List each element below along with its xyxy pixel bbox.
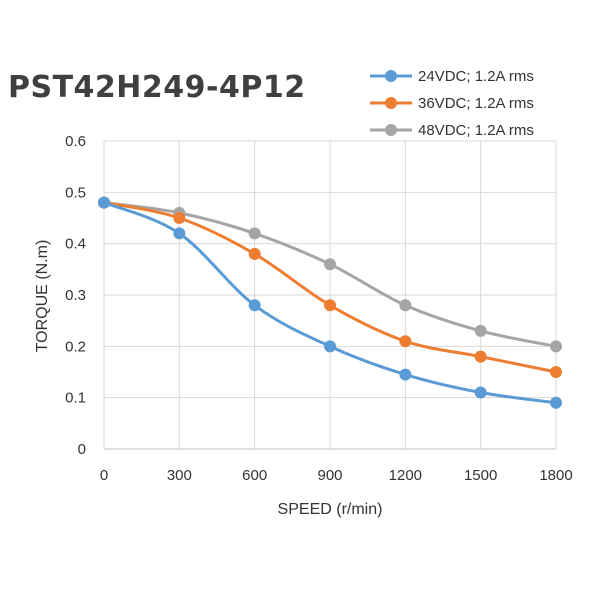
y-tick-label: 0 xyxy=(78,441,86,458)
y-tick-label: 0.2 xyxy=(65,338,86,355)
x-tick-label: 0 xyxy=(100,467,108,484)
legend-label: 36VDC; 1.2A rms xyxy=(418,95,534,112)
data-point xyxy=(173,227,186,240)
chart-title: PST42H249-4P12 xyxy=(8,70,306,105)
grid xyxy=(103,140,557,449)
legend-entry-3: 48VDC; 1.2A rms xyxy=(370,122,534,139)
legend-entry-1: 24VDC; 1.2A rms xyxy=(370,68,534,85)
data-point xyxy=(98,196,110,209)
data-point xyxy=(173,212,186,224)
x-tick-label: 300 xyxy=(167,467,192,484)
data-point xyxy=(399,368,412,381)
x-tick-label: 1800 xyxy=(539,467,572,484)
x-tick-label: 1500 xyxy=(464,467,497,484)
data-point xyxy=(324,299,336,312)
x-tick-label: 900 xyxy=(317,467,342,484)
x-axis-label: SPEED (r/min) xyxy=(278,501,383,518)
legend-marker xyxy=(385,97,397,109)
series-lines xyxy=(98,196,562,409)
legend-label: 24VDC; 1.2A rms xyxy=(418,68,534,85)
y-tick-label: 0.3 xyxy=(65,287,86,304)
data-point xyxy=(550,340,562,353)
legend-marker xyxy=(385,70,397,82)
data-point xyxy=(550,396,562,409)
y-tick-label: 0.6 xyxy=(65,133,86,150)
y-axis-label: TORQUE (N.m) xyxy=(34,240,51,353)
data-point xyxy=(550,366,562,378)
y-tick-label: 0.1 xyxy=(65,390,86,407)
data-point xyxy=(324,258,336,271)
data-point xyxy=(248,227,261,240)
data-point xyxy=(248,299,261,312)
legend-label: 48VDC; 1.2A rms xyxy=(418,122,534,139)
tick-labels: 0 0.1 0.2 0.3 0.4 0.5 0.6 0 300 600 900 1200 1500 180… xyxy=(65,133,573,484)
data-point xyxy=(474,324,487,337)
series-1 xyxy=(98,196,562,409)
y-tick-label: 0.5 xyxy=(65,184,86,201)
data-point xyxy=(399,299,412,312)
y-tick-label: 0.4 xyxy=(65,236,86,253)
data-point xyxy=(248,247,261,260)
x-tick-label: 600 xyxy=(242,467,267,484)
legend-marker xyxy=(385,124,397,136)
x-tick-label: 1200 xyxy=(389,467,422,484)
legend: 24VDC; 1.2A rms 36VDC; 1.2A rms 48VDC; 1.2… xyxy=(370,68,534,139)
data-point xyxy=(474,386,487,399)
data-point xyxy=(474,350,487,363)
data-point xyxy=(324,340,336,353)
legend-entry-2: 36VDC; 1.2A rms xyxy=(370,95,534,112)
data-point xyxy=(399,335,412,348)
